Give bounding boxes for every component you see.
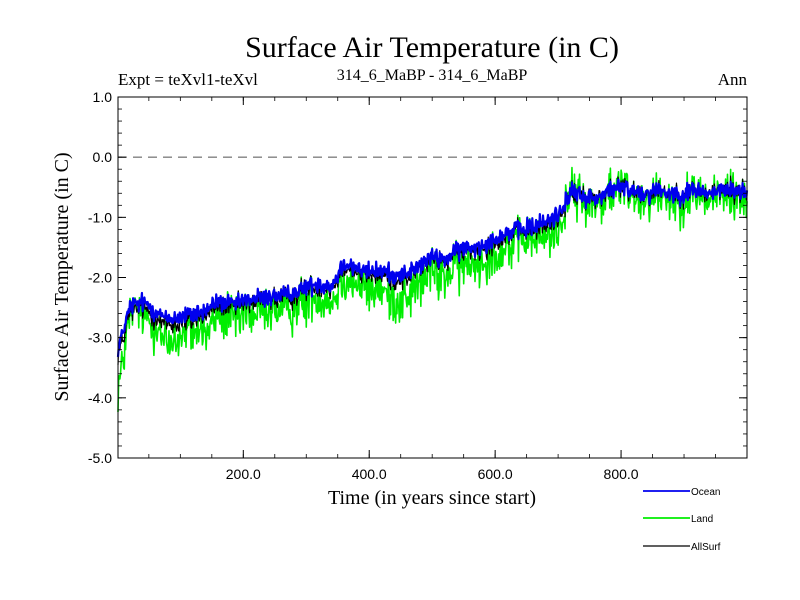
subtitle-left: Expt = teXvl1-teXvl bbox=[118, 70, 258, 89]
subtitle-right: Ann bbox=[718, 70, 748, 89]
legend-label-land: Land bbox=[691, 514, 713, 525]
subtitle-center: 314_6_MaBP - 314_6_MaBP bbox=[337, 67, 528, 84]
plot-frame bbox=[117, 96, 748, 459]
series-line-ocean bbox=[116, 178, 749, 358]
x-axis-label: Time (in years since start) bbox=[328, 487, 536, 509]
series-line-land bbox=[117, 166, 748, 412]
x-tick-label: 400.0 bbox=[352, 466, 387, 482]
y-tick-label: -1.0 bbox=[88, 209, 112, 225]
chart-title: Surface Air Temperature (in C) bbox=[245, 31, 619, 64]
legend: Ocean Land AllSurf bbox=[643, 487, 721, 553]
x-tick-label: 800.0 bbox=[604, 466, 639, 482]
y-tick-label: -2.0 bbox=[88, 270, 112, 286]
plot-lines bbox=[116, 156, 749, 412]
axis-ticks: 1.0 0.0 -1.0 -2.0 -3.0 -4.0 -5.0 200.0 400.0 600.… bbox=[88, 89, 747, 482]
y-axis-label: Surface Air Temperature (in C) bbox=[51, 152, 73, 401]
legend-label-ocean: Ocean bbox=[691, 487, 720, 498]
y-tick-label: -5.0 bbox=[88, 450, 112, 466]
x-tick-label: 200.0 bbox=[226, 466, 261, 482]
y-tick-label: -3.0 bbox=[88, 330, 112, 346]
y-tick-label: -4.0 bbox=[88, 390, 112, 406]
legend-label-allsurf: AllSurf bbox=[691, 542, 721, 553]
y-tick-label: 0.0 bbox=[93, 149, 113, 165]
y-tick-label: 1.0 bbox=[93, 89, 113, 105]
x-tick-label: 600.0 bbox=[478, 466, 513, 482]
